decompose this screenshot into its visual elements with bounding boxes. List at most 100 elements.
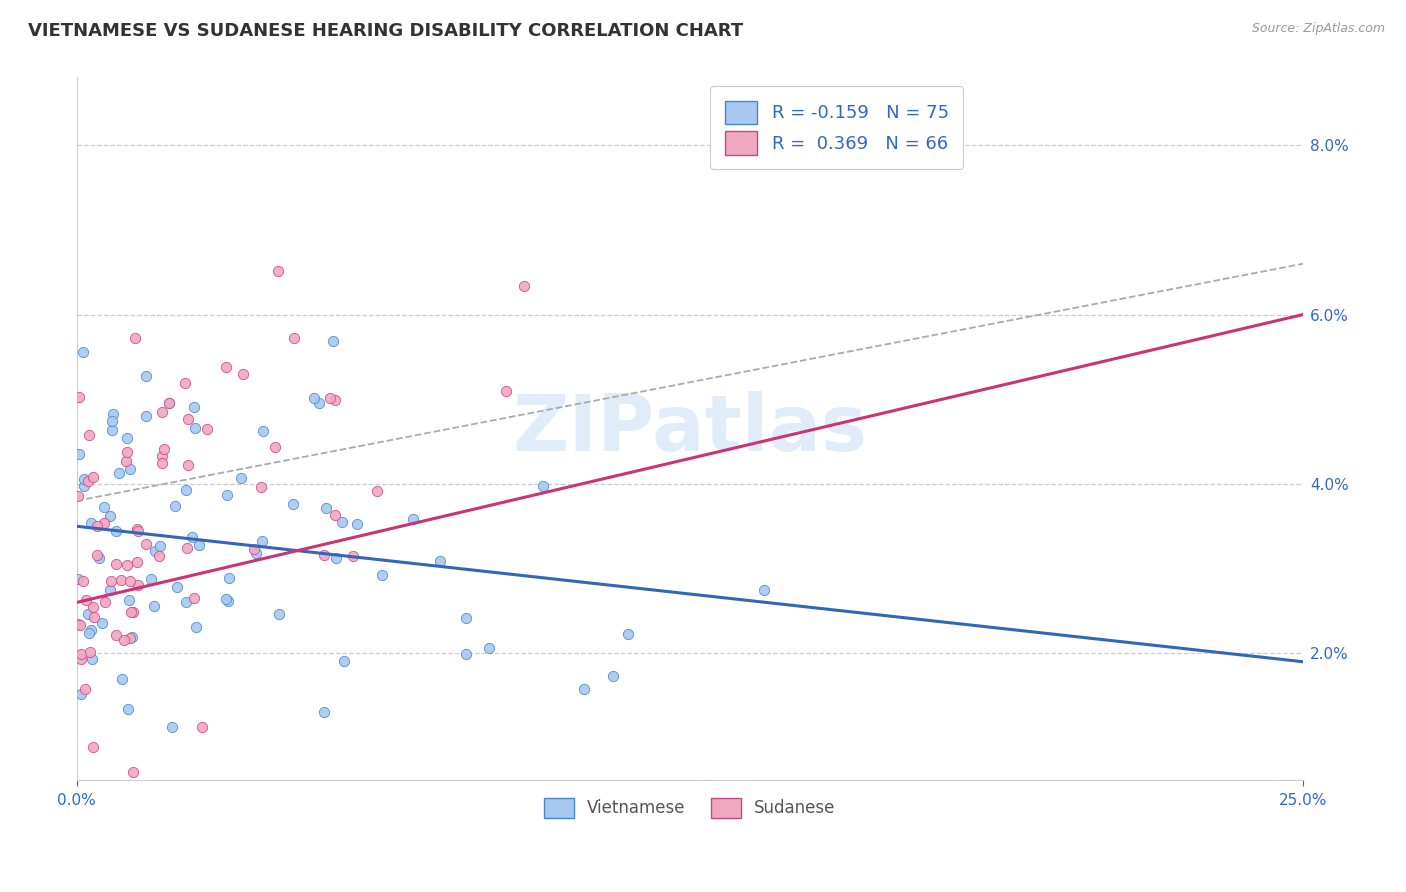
Point <box>94 595 117 609</box>
Point <box>118 461 141 475</box>
Point <box>574 682 596 697</box>
Point <box>93 500 115 515</box>
Point <box>325 393 347 408</box>
Point <box>173 376 195 390</box>
Point <box>531 479 554 493</box>
Point <box>135 537 157 551</box>
Point <box>110 573 132 587</box>
Point <box>98 583 121 598</box>
Point <box>75 682 97 697</box>
Point <box>215 488 238 502</box>
Point <box>104 524 127 539</box>
Point <box>118 631 141 645</box>
Point <box>104 627 127 641</box>
Point <box>73 472 96 486</box>
Point <box>454 611 477 625</box>
Point <box>93 516 115 530</box>
Point <box>79 645 101 659</box>
Point <box>165 499 187 513</box>
Point <box>152 456 174 470</box>
Point <box>752 582 775 597</box>
Point <box>77 626 100 640</box>
Point <box>82 599 104 614</box>
Point <box>191 720 214 734</box>
Point <box>229 471 252 485</box>
Point <box>232 367 254 381</box>
Point <box>82 740 104 755</box>
Point <box>342 549 364 564</box>
Text: ZIPatlas: ZIPatlas <box>512 391 868 467</box>
Point <box>252 424 274 438</box>
Point <box>243 542 266 557</box>
Point <box>617 626 640 640</box>
Point <box>512 279 534 293</box>
Point <box>69 617 91 632</box>
Point <box>111 672 134 686</box>
Point <box>602 668 624 682</box>
Point <box>143 599 166 613</box>
Point <box>135 409 157 424</box>
Point <box>217 594 239 608</box>
Point <box>215 360 238 375</box>
Point <box>366 484 388 499</box>
Point <box>157 396 180 410</box>
Point <box>266 264 288 278</box>
Point <box>100 423 122 437</box>
Point <box>148 549 170 563</box>
Point <box>330 515 353 529</box>
Point <box>157 396 180 410</box>
Point <box>75 593 97 607</box>
Point <box>72 574 94 588</box>
Point <box>184 421 207 435</box>
Point <box>150 450 173 464</box>
Point <box>127 555 149 569</box>
Point <box>108 466 131 480</box>
Point <box>180 530 202 544</box>
Point <box>103 408 125 422</box>
Point <box>72 344 94 359</box>
Point <box>77 607 100 621</box>
Point <box>267 607 290 621</box>
Point <box>66 489 89 503</box>
Point <box>250 534 273 549</box>
Point <box>152 404 174 418</box>
Point <box>118 574 141 589</box>
Point <box>184 620 207 634</box>
Point <box>333 654 356 668</box>
Point <box>135 369 157 384</box>
Point <box>402 512 425 526</box>
Point <box>117 431 139 445</box>
Point <box>80 516 103 530</box>
Point <box>139 572 162 586</box>
Point <box>82 470 104 484</box>
Point <box>283 331 305 345</box>
Point <box>91 616 114 631</box>
Point <box>105 557 128 571</box>
Point <box>114 454 136 468</box>
Point <box>127 524 149 539</box>
Point <box>346 517 368 532</box>
Point <box>117 702 139 716</box>
Point <box>371 568 394 582</box>
Point <box>263 440 285 454</box>
Point <box>80 624 103 638</box>
Point <box>143 543 166 558</box>
Point <box>478 641 501 656</box>
Point <box>115 558 138 573</box>
Point <box>188 538 211 552</box>
Point <box>83 609 105 624</box>
Point <box>302 391 325 405</box>
Point <box>153 442 176 456</box>
Point <box>122 764 145 779</box>
Point <box>177 412 200 426</box>
Point <box>214 591 236 606</box>
Point <box>195 422 218 436</box>
Point <box>86 548 108 562</box>
Point <box>100 509 122 524</box>
Point <box>69 647 91 661</box>
Point <box>112 632 135 647</box>
Point <box>127 522 149 536</box>
Point <box>323 508 346 523</box>
Point <box>174 595 197 609</box>
Legend: Vietnamese, Sudanese: Vietnamese, Sudanese <box>537 791 842 825</box>
